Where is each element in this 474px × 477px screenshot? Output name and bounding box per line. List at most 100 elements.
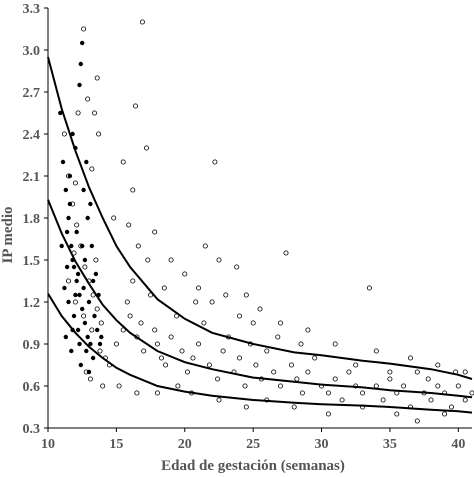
y-tick-label: 2.4 xyxy=(23,128,41,143)
reference-curve-median xyxy=(47,199,473,399)
open-data-point xyxy=(469,390,474,396)
y-tick-label: 1.2 xyxy=(23,296,41,311)
filled-data-point xyxy=(63,334,68,340)
filled-data-point xyxy=(66,299,71,305)
open-data-point xyxy=(98,320,104,326)
filled-data-point xyxy=(88,341,93,347)
open-data-point xyxy=(215,376,221,382)
filled-data-point xyxy=(75,271,81,277)
filled-data-point xyxy=(90,278,96,284)
filled-data-point xyxy=(78,362,84,368)
open-data-point xyxy=(120,327,126,333)
x-tick-label: 10 xyxy=(41,437,55,452)
open-data-point xyxy=(243,404,249,410)
filled-data-point xyxy=(78,61,84,67)
open-data-point xyxy=(305,369,311,375)
filled-data-point xyxy=(85,215,90,221)
filled-data-point xyxy=(71,264,77,270)
open-data-point xyxy=(195,341,201,347)
open-data-point xyxy=(102,355,108,361)
open-data-point xyxy=(387,369,393,375)
filled-data-point xyxy=(99,334,104,340)
open-data-point xyxy=(216,257,222,263)
open-data-point xyxy=(291,404,297,410)
open-data-point xyxy=(130,278,136,284)
open-data-point xyxy=(212,159,218,165)
y-tick-label: 2.1 xyxy=(23,170,41,185)
open-data-point xyxy=(236,355,242,361)
open-data-point xyxy=(209,299,215,305)
open-data-point xyxy=(174,313,180,319)
open-data-point xyxy=(113,341,119,347)
open-data-point xyxy=(264,348,270,354)
filled-data-point xyxy=(81,187,86,193)
filled-data-point xyxy=(70,257,75,263)
open-data-point xyxy=(271,369,277,375)
open-data-point xyxy=(85,96,91,102)
filled-data-point xyxy=(82,320,88,326)
open-data-point xyxy=(277,383,283,389)
filled-data-point xyxy=(73,145,78,151)
open-data-point xyxy=(448,404,454,410)
filled-data-point xyxy=(88,201,93,207)
open-data-point xyxy=(148,292,154,298)
open-data-point xyxy=(442,390,448,396)
open-data-point xyxy=(72,299,78,305)
open-data-point xyxy=(127,313,133,319)
filled-data-point xyxy=(95,327,100,333)
y-tick-label: 3.0 xyxy=(23,44,41,59)
open-data-point xyxy=(163,362,169,368)
open-data-point xyxy=(414,418,420,424)
open-data-point xyxy=(258,376,264,382)
y-tick-label: 3.3 xyxy=(23,2,41,17)
open-data-point xyxy=(93,257,99,263)
open-data-point xyxy=(294,376,300,382)
open-data-point xyxy=(152,229,158,235)
open-data-point xyxy=(442,411,448,417)
y-tick-label: 1.8 xyxy=(23,212,41,227)
filled-data-point xyxy=(96,292,101,298)
open-data-point xyxy=(87,376,93,382)
filled-data-point xyxy=(58,110,63,116)
open-data-point xyxy=(394,390,400,396)
open-data-point xyxy=(435,383,441,389)
filled-data-point xyxy=(97,341,103,347)
open-data-point xyxy=(116,383,122,389)
open-data-point xyxy=(66,278,72,284)
open-data-point xyxy=(264,397,270,403)
open-data-point xyxy=(428,397,434,403)
filled-data-point xyxy=(64,229,70,235)
open-data-point xyxy=(253,362,259,368)
open-data-point xyxy=(134,334,140,340)
x-tick-label: 40 xyxy=(451,437,465,452)
open-data-point xyxy=(380,397,386,403)
filled-data-point xyxy=(80,306,85,312)
x-tick-label: 30 xyxy=(315,437,329,452)
open-data-point xyxy=(407,404,413,410)
open-data-point xyxy=(184,369,190,375)
x-tick-label: 15 xyxy=(109,437,123,452)
open-data-point xyxy=(223,292,229,298)
filled-data-point xyxy=(70,327,75,333)
filled-data-point xyxy=(80,40,85,46)
open-data-point xyxy=(152,327,158,333)
open-data-point xyxy=(453,369,459,375)
y-tick-label: 1.5 xyxy=(23,254,41,269)
filled-data-point xyxy=(74,229,79,235)
open-data-point xyxy=(97,348,103,354)
open-data-point xyxy=(234,264,240,270)
open-data-point xyxy=(143,145,149,151)
y-axis-ticks: 0.3 0.6 0.9 1.2 1.5 1.8 2.1 2.4 2.7 3.0 3.3 xyxy=(23,2,48,437)
open-data-point xyxy=(134,390,140,396)
open-data-point xyxy=(206,362,212,368)
open-data-point xyxy=(182,271,188,277)
open-data-point xyxy=(332,341,338,347)
open-data-point xyxy=(462,369,468,375)
filled-data-point xyxy=(84,159,89,165)
open-data-point xyxy=(94,306,100,312)
open-data-point xyxy=(81,26,87,32)
x-axis-ticks: 10 15 20 25 30 35 40 xyxy=(41,428,465,452)
open-data-point xyxy=(257,306,263,312)
open-data-point xyxy=(298,341,304,347)
